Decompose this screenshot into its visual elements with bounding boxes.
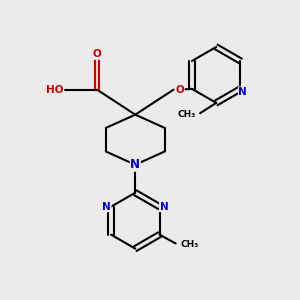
Text: HO: HO <box>46 85 63 94</box>
Text: CH₃: CH₃ <box>177 110 196 119</box>
Text: N: N <box>160 202 168 212</box>
Text: N: N <box>130 158 140 171</box>
Text: N: N <box>238 87 247 97</box>
Text: O: O <box>93 49 101 59</box>
Text: N: N <box>102 202 111 212</box>
Text: O: O <box>176 85 184 94</box>
Text: CH₃: CH₃ <box>180 241 198 250</box>
